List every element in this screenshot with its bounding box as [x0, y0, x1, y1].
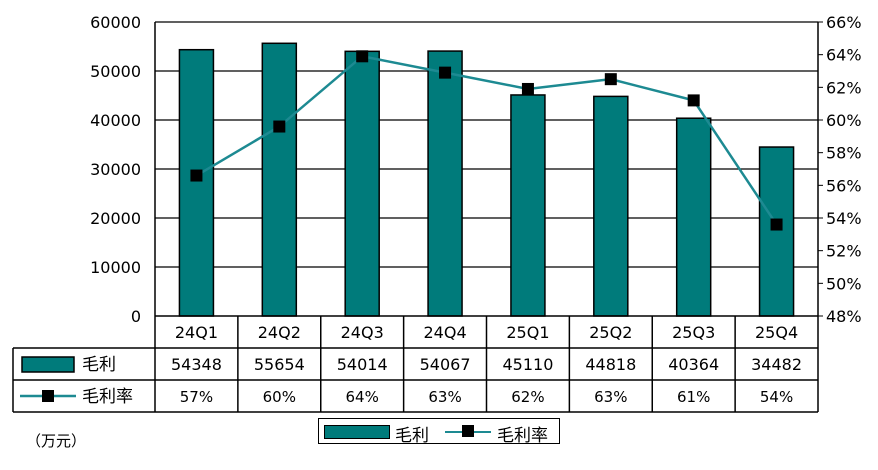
x-category-label: 24Q1: [175, 323, 218, 342]
bar: [593, 95, 629, 317]
bar-value-label: 34482: [751, 355, 802, 374]
bar-value-label: 54014: [337, 355, 388, 374]
bar: [344, 50, 380, 317]
line-value-label: 60%: [263, 388, 296, 406]
line-value-label: 62%: [511, 388, 544, 406]
margin-marker: [521, 82, 534, 95]
bar: [758, 146, 795, 317]
y-left-tick-label: 10000: [90, 258, 141, 277]
x-category-label: 25Q1: [506, 323, 549, 342]
bar-value-label: 44818: [585, 355, 636, 374]
y-left-tick-label: 0: [131, 307, 141, 326]
y-right-tick-label: 54%: [826, 209, 862, 228]
y-right-tick-label: 62%: [826, 78, 862, 97]
x-category-label: 24Q4: [423, 323, 466, 342]
y-right-tick-label: 64%: [826, 46, 862, 65]
y-right-tick-label: 52%: [826, 242, 862, 261]
y-left-tick-label: 40000: [90, 111, 141, 130]
margin-marker: [273, 120, 286, 133]
y-left-tick-label: 20000: [90, 209, 141, 228]
bar: [427, 50, 463, 317]
table-line-row-label: 毛利率: [82, 387, 133, 407]
x-category-label: 25Q3: [672, 323, 715, 342]
bar: [675, 117, 712, 317]
line-value-label: 57%: [180, 388, 213, 406]
table-line-marker: [42, 390, 54, 402]
legend-line-label: 毛利率: [497, 426, 548, 446]
x-category-label: 24Q3: [341, 323, 384, 342]
bar: [510, 94, 546, 317]
y-right-tick-label: 58%: [826, 144, 862, 163]
unit-label: （万元）: [26, 432, 87, 450]
bar: [261, 42, 298, 317]
margin-marker: [439, 66, 452, 79]
table-bar-row-label: 毛利: [82, 355, 116, 375]
y-left-tick-label: 30000: [90, 160, 141, 179]
legend-line-marker: [462, 425, 474, 437]
bar-value-label: 55654: [254, 355, 305, 374]
line-value-label: 64%: [346, 388, 379, 406]
line-value-label: 54%: [760, 388, 793, 406]
legend-bar-swatch: [324, 425, 390, 439]
x-category-label: 25Q2: [589, 323, 632, 342]
bar-value-label: 54067: [420, 355, 471, 374]
y-right-tick-label: 48%: [826, 307, 862, 326]
line-value-label: 63%: [428, 388, 461, 406]
y-right-tick-label: 56%: [826, 176, 862, 195]
margin-line: [195, 54, 778, 226]
y-left-tick-label: 50000: [90, 62, 141, 81]
bar: [178, 48, 215, 317]
margin-marker: [770, 218, 783, 231]
bar-value-label: 40364: [668, 355, 719, 374]
margin-marker: [687, 94, 700, 107]
margin-marker: [190, 169, 203, 182]
y-right-tick-label: 50%: [826, 274, 862, 293]
legend: 毛利 毛利率: [318, 418, 560, 446]
margin-marker: [356, 50, 369, 63]
y-right-tick-label: 66%: [826, 13, 862, 32]
bar-value-label: 54348: [171, 355, 222, 374]
table-bar-swatch: [21, 356, 75, 373]
bar-value-label: 45110: [502, 355, 553, 374]
y-left-tick-label: 60000: [90, 13, 141, 32]
legend-bar-label: 毛利: [395, 426, 429, 446]
x-category-label: 24Q2: [258, 323, 301, 342]
x-category-label: 25Q4: [755, 323, 798, 342]
margin-marker: [604, 73, 617, 86]
line-value-label: 63%: [594, 388, 627, 406]
y-right-tick-label: 60%: [826, 111, 862, 130]
line-value-label: 61%: [677, 388, 710, 406]
